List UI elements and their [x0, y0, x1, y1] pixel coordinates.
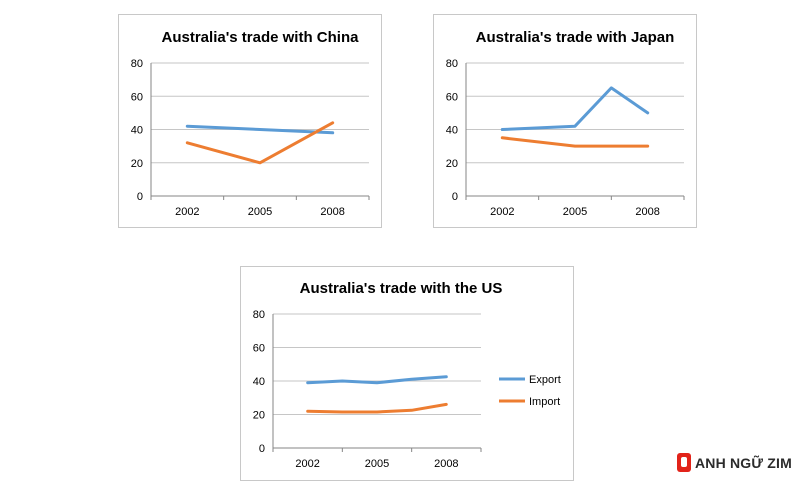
- chart-japan-svg: Australia's trade with Japan 0 20 40 60 80 200…: [446, 29, 685, 218]
- series-line-export: [306, 375, 448, 385]
- brand-logo-icon: [676, 453, 691, 472]
- series-line-import: [500, 136, 650, 148]
- series-line-import: [306, 402, 448, 414]
- legend-label-import: Import: [529, 396, 560, 408]
- y-tick-label: 80: [253, 309, 265, 321]
- y-tick-label: 20: [253, 410, 265, 422]
- chart-us: Australia's trade with the US 0 20 40 60 80 20…: [240, 266, 574, 481]
- series-line-export: [500, 86, 650, 131]
- y-tick-label: 20: [446, 158, 458, 170]
- series-line-import: [185, 121, 335, 165]
- x-tick-label: 2008: [434, 458, 458, 470]
- y-tick-label: 40: [131, 125, 143, 137]
- y-tick-label: 80: [131, 58, 143, 70]
- y-tick-label: 0: [452, 191, 458, 203]
- y-tick-label: 60: [446, 91, 458, 103]
- y-tick-label: 60: [253, 343, 265, 355]
- y-tick-label: 20: [131, 158, 143, 170]
- y-tick-label: 0: [259, 443, 265, 455]
- x-tick-label: 2008: [320, 206, 344, 218]
- chart-title: Australia's trade with the US: [300, 280, 503, 297]
- x-tick-label: 2008: [635, 206, 659, 218]
- x-tick-label: 2005: [248, 206, 272, 218]
- chart-china: Australia's trade with China 0 20 40 60 80 200…: [118, 14, 382, 228]
- chart-title: Australia's trade with Japan: [476, 29, 675, 46]
- chart-china-svg: Australia's trade with China 0 20 40 60 80 200…: [131, 29, 370, 218]
- brand-watermark: ANH NGỮ ZIM: [676, 453, 792, 472]
- y-tick-label: 40: [253, 376, 265, 388]
- x-tick-label: 2005: [365, 458, 389, 470]
- y-tick-label: 0: [137, 191, 143, 203]
- chart-japan: Australia's trade with Japan 0 20 40 60 80 200…: [433, 14, 697, 228]
- x-tick-label: 2002: [490, 206, 514, 218]
- chart-title: Australia's trade with China: [162, 29, 360, 46]
- series-line-export: [185, 124, 335, 135]
- x-tick-label: 2005: [563, 206, 587, 218]
- x-tick-label: 2002: [175, 206, 199, 218]
- brand-name: ANH NGỮ ZIM: [694, 454, 792, 471]
- x-tick-label: 2002: [295, 458, 319, 470]
- y-tick-label: 80: [446, 58, 458, 70]
- y-tick-label: 40: [446, 125, 458, 137]
- legend-label-export: Export: [529, 374, 561, 386]
- chart-us-svg: Australia's trade with the US 0 20 40 60 80 20…: [253, 280, 561, 470]
- y-tick-label: 60: [131, 91, 143, 103]
